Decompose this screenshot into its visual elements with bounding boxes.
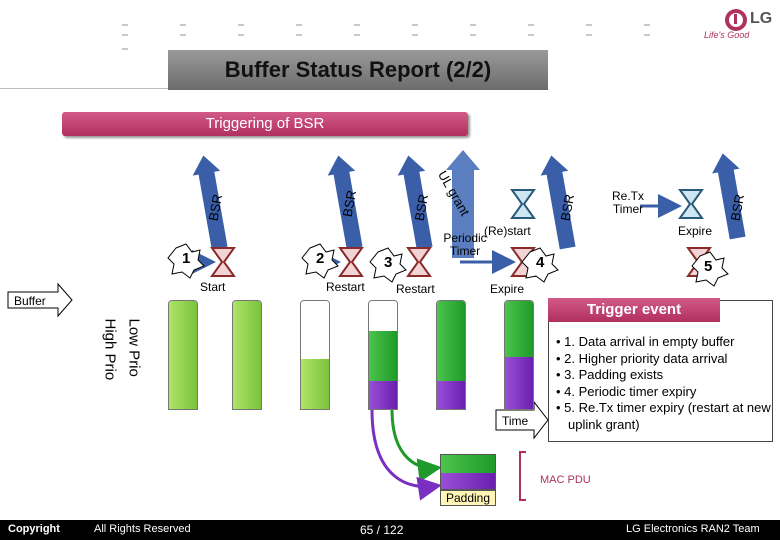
buffer-label-shape (7, 282, 73, 318)
ul-grant-arrow (446, 150, 480, 258)
trigger-event-title: Trigger event (548, 298, 720, 322)
step-label-2: Restart (326, 280, 365, 294)
bsr-arrow-4 (540, 155, 576, 250)
step-burst-3 (369, 247, 407, 283)
trigger-item: • 5. Re.Tx timer expiry (restart at new … (556, 400, 771, 432)
buffer-label: Buffer (14, 294, 46, 308)
hourglass-blue-icon-1 (510, 189, 536, 219)
high-prio-label: High Prio (101, 318, 119, 381)
mac-pdu-brace (519, 451, 526, 501)
step-number-4: 4 (536, 254, 545, 271)
buffer-column-4 (368, 300, 398, 410)
priority-legend: Low Prio High Prio (82, 318, 143, 406)
buffer-column-2 (232, 300, 262, 410)
bsr-arrow-1 (192, 155, 228, 250)
trigger-item: • 1. Data arrival in empty buffer (556, 334, 735, 349)
hourglass-icon-3 (406, 247, 432, 277)
trigger-item: • 2. Higher priority data arrival (556, 350, 728, 366)
buffer-column-1 (168, 300, 198, 410)
buffer-column-6 (504, 300, 534, 410)
step-label-1: Start (200, 280, 226, 294)
step-burst-1 (167, 243, 205, 279)
bsr-arrow-5 (712, 153, 746, 240)
footer-copyright: Copyright (8, 523, 60, 535)
hourglass-blue-icon-2 (678, 189, 704, 219)
buffer-column-5 (436, 300, 466, 410)
header-rule (0, 88, 168, 89)
trigger-event-box (548, 300, 773, 442)
lg-logo: LG Life's Good (704, 4, 776, 44)
time-label: Time (502, 414, 529, 428)
section-title: Triggering of BSR (62, 112, 468, 136)
trigger-item: • 4. Periodic timer expiry (556, 383, 697, 399)
footer-page-number: 65 / 122 (360, 523, 404, 537)
low-prio-label: Low Prio (125, 318, 143, 377)
step-label-3: Restart (396, 282, 435, 296)
step-burst-4 (521, 247, 559, 283)
retx-expire-label: Expire (678, 224, 713, 238)
restart-label: (Re)start (484, 224, 531, 238)
periodic-timer-label: Periodic Timer (443, 231, 487, 258)
padding-label: Padding (445, 491, 491, 505)
bsr-arrow-3 (397, 155, 433, 250)
footer-rights: All Rights Reserved (94, 523, 191, 535)
footer-team: LG Electronics RAN2 Team (626, 523, 760, 535)
time-arrow-shape (495, 400, 549, 440)
step-number-1: 1 (182, 250, 191, 267)
step-number-2: 2 (316, 250, 325, 267)
mac-pdu-label: MAC PDU (540, 474, 591, 486)
trigger-item: • 3. Padding exists (556, 367, 664, 383)
step-number-3: 3 (384, 254, 393, 271)
green-connector (390, 409, 442, 483)
step-burst-2 (301, 243, 339, 279)
padding-block: Padding (440, 490, 496, 506)
purple-connector (370, 409, 442, 501)
hourglass-icon-2 (338, 247, 364, 277)
buffer-column-3 (300, 300, 330, 410)
footer-bar: Copyright All Rights Reserved 65 / 122 L… (0, 520, 780, 540)
step-label-4: Expire (490, 282, 525, 296)
retx-timer-label: Re.Tx Timer (611, 189, 644, 216)
lg-logo-icon (725, 9, 747, 31)
mac-pdu-block (440, 454, 496, 490)
bsr-arrow-2 (327, 155, 363, 250)
step-number-5: 5 (704, 258, 713, 275)
logo-text: LG (750, 10, 773, 27)
logo-tagline: Life's Good (704, 30, 750, 40)
page-title: Buffer Status Report (2/2) (168, 50, 548, 90)
hourglass-icon-1 (210, 247, 236, 277)
trigger-event-list: • 1. Data arrival in empty buffer • 2. H… (556, 334, 776, 434)
step-burst-5 (691, 251, 729, 287)
